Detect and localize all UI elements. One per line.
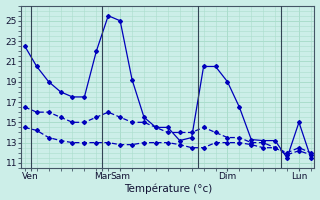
X-axis label: Température (°c): Température (°c) bbox=[124, 184, 212, 194]
